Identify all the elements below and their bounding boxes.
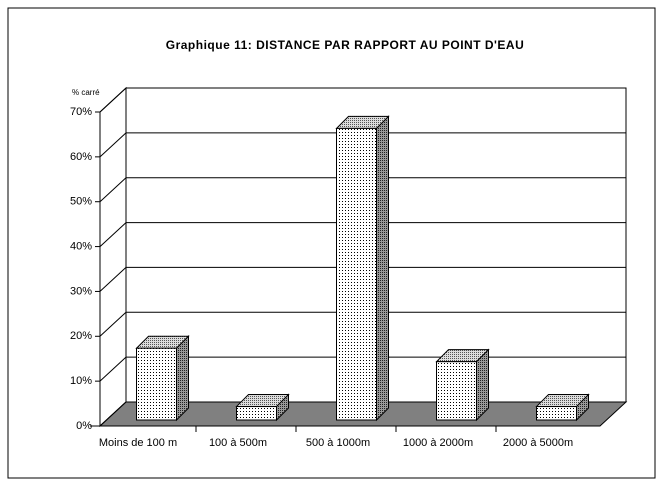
y-tick-label: 20% — [70, 330, 92, 342]
y-tick-label: 0% — [76, 420, 92, 432]
x-tick-label: 2000 à 5000m — [503, 437, 573, 449]
x-tick-label: 500 à 1000m — [306, 437, 370, 449]
y-axis-label: % carré — [72, 88, 100, 97]
chart-title: Graphique 11: DISTANCE PAR RAPPORT AU PO… — [166, 38, 525, 52]
y-tick-label: 10% — [70, 375, 92, 387]
bar-side — [176, 335, 189, 422]
side-wall — [99, 86, 127, 428]
bar — [536, 406, 577, 421]
grid-line — [99, 311, 127, 337]
y-tick-label: 70% — [70, 106, 92, 118]
grid-line — [99, 87, 127, 113]
grid-line — [99, 356, 127, 382]
x-tick-label: 100 à 500m — [209, 437, 267, 449]
bar-side — [476, 348, 489, 422]
x-tick-label: 1000 à 2000m — [403, 437, 473, 449]
bar — [236, 406, 277, 421]
bar — [336, 127, 377, 421]
x-tick-label: Moins de 100 m — [99, 437, 177, 449]
grid-line — [99, 132, 127, 158]
grid-line — [99, 401, 127, 427]
bar — [436, 361, 477, 421]
grid-line — [99, 267, 127, 292]
grid-line — [99, 222, 127, 247]
bar-side — [376, 115, 389, 422]
bar — [136, 347, 177, 421]
y-tick-label: 40% — [70, 240, 92, 252]
grid-line — [99, 177, 127, 203]
y-tick-label: 30% — [70, 285, 92, 297]
y-tick-label: 60% — [70, 151, 92, 163]
y-tick-label: 50% — [70, 196, 92, 208]
